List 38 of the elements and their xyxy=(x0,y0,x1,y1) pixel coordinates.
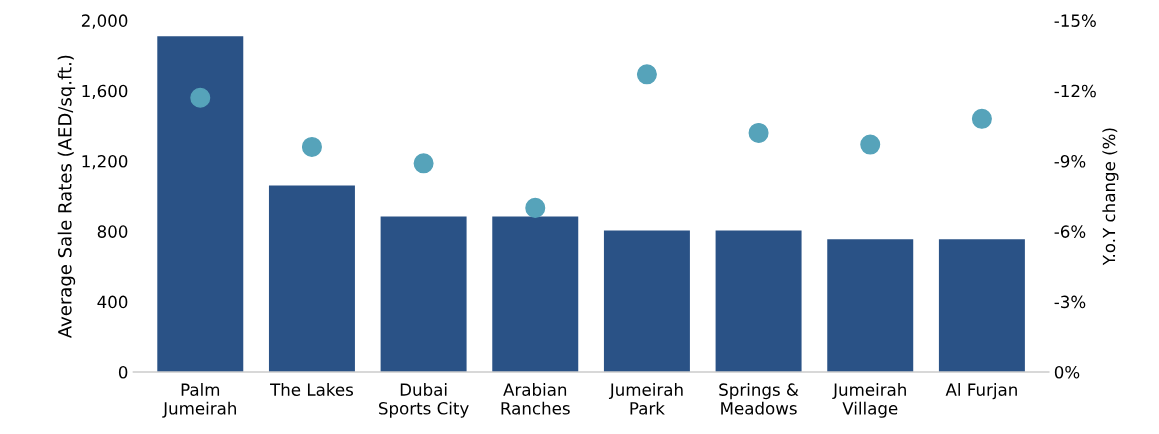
x-tick-label: The Lakes xyxy=(270,383,354,396)
y2-tick-label: -12% xyxy=(1054,84,1096,98)
point xyxy=(748,122,769,143)
bar xyxy=(380,216,467,372)
y2-tick-label: -3% xyxy=(1054,295,1086,309)
y2-axis-title: Y.o.Y change (%) xyxy=(1102,128,1119,266)
y-tick-label: 800 xyxy=(97,225,128,238)
x-tick-label: Springs & Meadows xyxy=(719,383,799,415)
point xyxy=(190,87,211,108)
point xyxy=(525,197,546,218)
x-tick-label: Arabian Ranches xyxy=(501,383,570,415)
y-tick-label: 1,200 xyxy=(82,154,128,170)
bar xyxy=(938,239,1025,372)
point xyxy=(860,134,881,155)
y-tick-label: 1,600 xyxy=(82,84,128,99)
point xyxy=(971,108,992,129)
bar xyxy=(492,216,579,372)
y2-tick-label: -9% xyxy=(1054,154,1086,168)
x-tick-label: Jumeirah Village xyxy=(832,383,906,418)
x-tick-label: Dubai Sports City xyxy=(379,383,469,418)
point xyxy=(636,64,657,85)
bar xyxy=(715,230,802,372)
bar xyxy=(157,36,244,372)
bar xyxy=(827,239,914,372)
point xyxy=(413,153,434,174)
x-tick-label: Jumeirah Park xyxy=(608,383,683,415)
y-tick-label: 0 xyxy=(118,365,128,379)
y-tick-label: 400 xyxy=(97,295,128,309)
x-tick-label: Palm Jumeirah xyxy=(162,383,236,418)
x-tick-label: Al Furjan xyxy=(945,383,1017,400)
y-axis-title: Average Sale Rates (AED/sq.ft.) xyxy=(57,55,76,339)
point xyxy=(301,136,322,157)
y2-tick-label: -15% xyxy=(1054,14,1096,27)
bar xyxy=(603,230,690,372)
y2-tick-label: 0% xyxy=(1054,365,1080,379)
bar xyxy=(268,185,355,372)
y2-tick-label: -6% xyxy=(1054,225,1086,238)
y-tick-label: 2,000 xyxy=(81,14,128,29)
